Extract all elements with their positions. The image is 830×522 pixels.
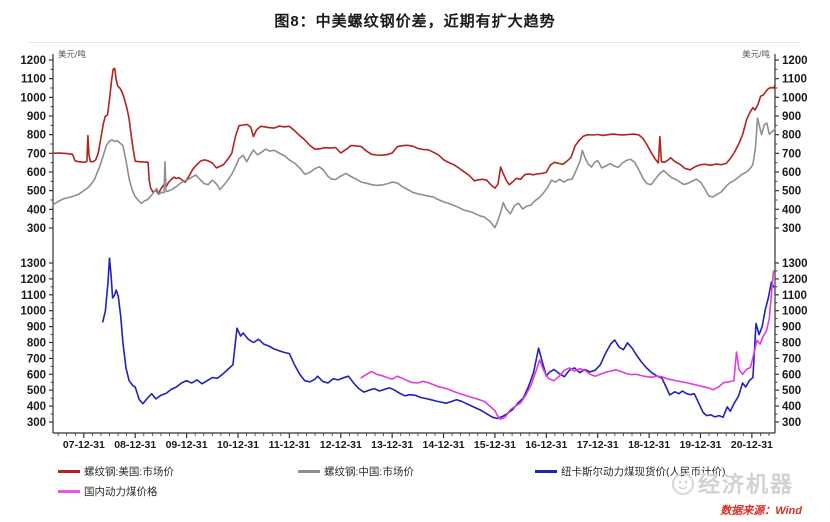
svg-text:16-12-31: 16-12-31 <box>525 439 567 451</box>
svg-text:1100: 1100 <box>21 290 46 302</box>
svg-text:07-12-31: 07-12-31 <box>63 439 105 451</box>
svg-text:400: 400 <box>27 401 46 413</box>
svg-text:12-12-31: 12-12-31 <box>320 439 362 451</box>
svg-text:1100: 1100 <box>782 290 807 302</box>
legend-swatch-us-rebar <box>58 469 80 473</box>
svg-text:400: 400 <box>782 401 801 413</box>
svg-text:600: 600 <box>782 167 801 179</box>
svg-text:300: 300 <box>27 223 46 235</box>
svg-text:1200: 1200 <box>20 55 46 67</box>
legend-label-us-rebar: 螺纹钢:美国:市场价 <box>84 465 174 478</box>
svg-text:13-12-31: 13-12-31 <box>371 439 413 451</box>
svg-text:900: 900 <box>27 111 46 123</box>
svg-text:600: 600 <box>27 369 46 381</box>
svg-text:1000: 1000 <box>782 306 808 318</box>
title-divider <box>28 42 800 43</box>
legend-label-china-rebar: 螺纹钢:中国:市场价 <box>324 465 414 478</box>
svg-text:09-12-31: 09-12-31 <box>166 439 208 451</box>
svg-text:1300: 1300 <box>782 258 808 270</box>
legend-swatch-newcastle-coal <box>535 469 557 473</box>
svg-text:08-12-31: 08-12-31 <box>114 439 156 451</box>
svg-text:900: 900 <box>27 322 46 334</box>
svg-text:1200: 1200 <box>20 274 46 286</box>
svg-text:800: 800 <box>27 338 46 350</box>
legend-item-newcastle-coal: 纽卡斯尔动力煤现货价(人民币计价) <box>535 464 726 478</box>
svg-text:1200: 1200 <box>782 274 808 286</box>
chart-title: 图8：中美螺纹钢价差，近期有扩大趋势 <box>274 13 556 30</box>
svg-text:500: 500 <box>27 186 46 198</box>
legend-item-china-rebar: 螺纹钢:中国:市场价 <box>298 464 414 478</box>
svg-text:17-12-31: 17-12-31 <box>577 439 619 451</box>
svg-text:10-12-31: 10-12-31 <box>217 439 259 451</box>
svg-text:700: 700 <box>27 148 46 160</box>
svg-text:美元/吨: 美元/吨 <box>58 49 86 59</box>
legend-label-newcastle-coal: 纽卡斯尔动力煤现货价(人民币计价) <box>561 465 726 478</box>
svg-text:1100: 1100 <box>21 74 46 86</box>
svg-text:1000: 1000 <box>20 92 46 104</box>
svg-text:900: 900 <box>782 111 801 123</box>
svg-text:1200: 1200 <box>782 55 808 67</box>
svg-text:800: 800 <box>782 338 801 350</box>
svg-text:1000: 1000 <box>20 306 46 318</box>
svg-text:20-12-31: 20-12-31 <box>731 439 773 451</box>
svg-text:500: 500 <box>782 186 801 198</box>
svg-text:14-12-31: 14-12-31 <box>423 439 465 451</box>
svg-text:1300: 1300 <box>20 258 46 270</box>
svg-text:19-12-31: 19-12-31 <box>679 439 721 451</box>
legend-item-domestic-coal: 国内动力煤价格 <box>58 484 158 498</box>
svg-text:500: 500 <box>27 385 46 397</box>
legend-swatch-domestic-coal <box>58 489 80 493</box>
svg-text:400: 400 <box>27 204 46 216</box>
legend-swatch-china-rebar <box>298 469 320 473</box>
svg-text:1000: 1000 <box>782 92 808 104</box>
svg-text:600: 600 <box>782 369 801 381</box>
legend-label-domestic-coal: 国内动力煤价格 <box>84 485 158 498</box>
svg-text:300: 300 <box>27 417 46 429</box>
svg-text:700: 700 <box>782 148 801 160</box>
svg-text:400: 400 <box>782 204 801 216</box>
svg-text:800: 800 <box>27 130 46 142</box>
data-source: 数据来源：Wind <box>720 505 802 517</box>
svg-text:11-12-31: 11-12-31 <box>269 439 311 451</box>
svg-text:500: 500 <box>782 385 801 397</box>
svg-text:300: 300 <box>782 223 801 235</box>
svg-text:800: 800 <box>782 130 801 142</box>
svg-text:900: 900 <box>782 322 801 334</box>
svg-text:美元/吨: 美元/吨 <box>742 49 770 59</box>
svg-text:700: 700 <box>782 353 801 365</box>
svg-text:18-12-31: 18-12-31 <box>628 439 670 451</box>
svg-text:300: 300 <box>782 417 801 429</box>
svg-text:700: 700 <box>27 353 46 365</box>
svg-text:1100: 1100 <box>782 74 807 86</box>
svg-text:15-12-31: 15-12-31 <box>474 439 516 451</box>
svg-text:600: 600 <box>27 167 46 179</box>
legend-item-us-rebar: 螺纹钢:美国:市场价 <box>58 464 174 478</box>
